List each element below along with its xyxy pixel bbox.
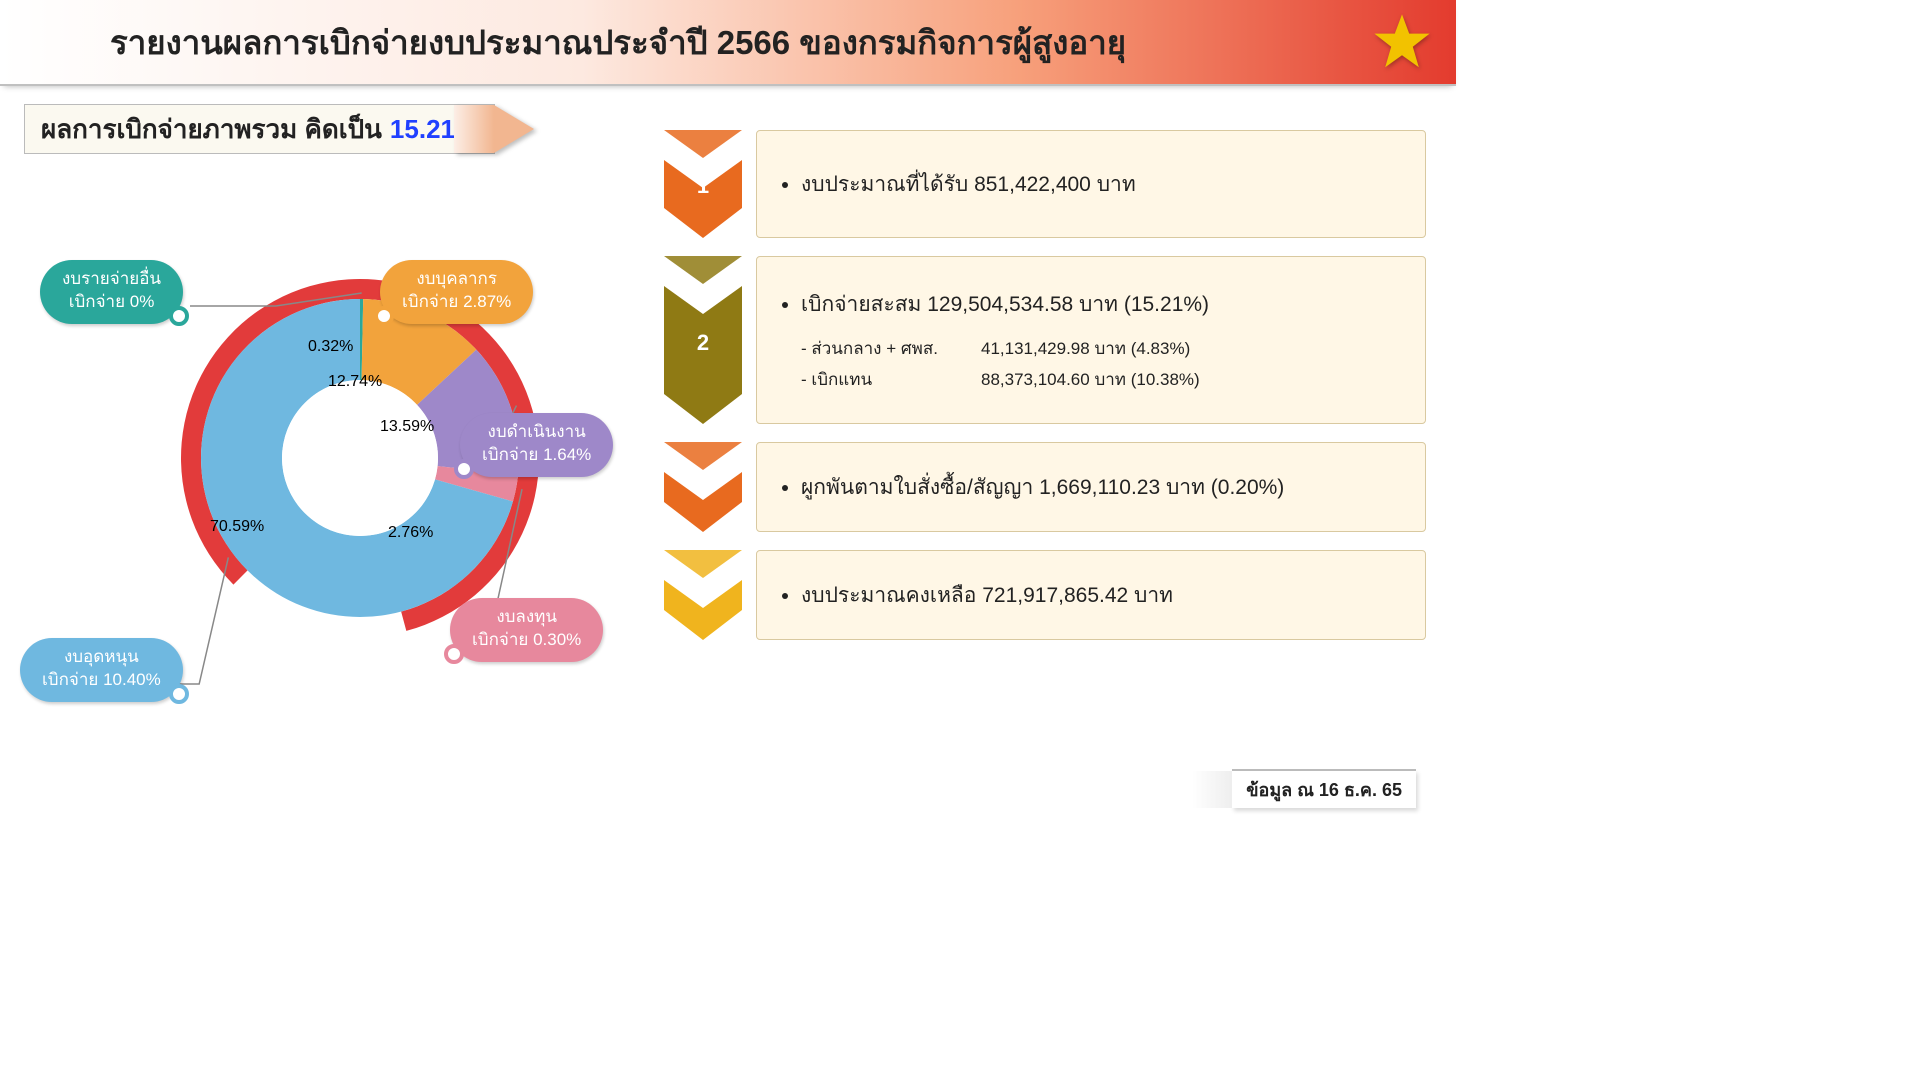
chevron-icon: 4 bbox=[664, 550, 742, 640]
info-card: ผูกพันตามใบสั่งซื้อ/สัญญา 1,669,110.23 บ… bbox=[756, 442, 1426, 532]
info-card: งบประมาณที่ได้รับ 851,422,400 บาท bbox=[756, 130, 1426, 238]
chevron-icon: 1 bbox=[664, 130, 742, 238]
donut-chart: งบรายจ่ายอื่นเบิกจ่าย 0%0.32%งบบุคลากรเบ… bbox=[50, 198, 610, 718]
legend-pill-subsidy: งบอุดหนุนเบิกจ่าย 10.40% bbox=[20, 638, 183, 702]
card-row-3: 3 ผูกพันตามใบสั่งซื้อ/สัญญา 1,669,110.23 … bbox=[664, 442, 1426, 532]
footnote: ข้อมูล ณ 16 ธ.ค. 65 bbox=[1232, 770, 1416, 808]
slice-pct-other: 0.32% bbox=[308, 338, 353, 356]
slice-pct-personnel: 12.74% bbox=[328, 373, 382, 391]
card-row-1: 1 งบประมาณที่ได้รับ 851,422,400 บาท bbox=[664, 130, 1426, 238]
card-subline: - เบิกแทน88,373,104.60 บาท (10.38%) bbox=[801, 366, 1403, 393]
chevron-number: 2 bbox=[697, 330, 709, 356]
card-bullet: เบิกจ่ายสะสม 129,504,534.58 บาท (15.21%) bbox=[801, 288, 1403, 321]
legend-pill-personnel: งบบุคลากรเบิกจ่าย 2.87% bbox=[380, 260, 533, 324]
main-layout: งบรายจ่ายอื่นเบิกจ่าย 0% 0.32% งบบุคลากรเบ… bbox=[0, 118, 1456, 776]
chevron-number: 4 bbox=[697, 584, 709, 610]
chevron-icon: 3 bbox=[664, 442, 742, 532]
chevron-number: 1 bbox=[697, 173, 709, 199]
legend-pill-operation: งบดำเนินงานเบิกจ่าย 1.64% bbox=[460, 413, 613, 477]
card-bullet: ผูกพันตามใบสั่งซื้อ/สัญญา 1,669,110.23 บ… bbox=[801, 471, 1403, 504]
card-bullet: งบประมาณคงเหลือ 721,917,865.42 บาท bbox=[801, 579, 1403, 612]
chart-panel: งบรายจ่ายอื่นเบิกจ่าย 0% 0.32% งบบุคลากรเบ… bbox=[0, 118, 640, 776]
slice-pct-subsidy: 70.59% bbox=[210, 518, 264, 536]
chevron-number: 3 bbox=[697, 476, 709, 502]
slice-pct-invest: 2.76% bbox=[388, 524, 433, 542]
chevron-icon: 2 bbox=[664, 256, 742, 424]
page-title: รายงานผลการเบิกจ่ายงบประมาณประจำปี 2566 … bbox=[110, 16, 1126, 69]
legend-pill-invest: งบลงทุนเบิกจ่าย 0.30% bbox=[450, 598, 603, 662]
info-card: เบิกจ่ายสะสม 129,504,534.58 บาท (15.21%)… bbox=[756, 256, 1426, 424]
card-subline: - ส่วนกลาง + ศพส.41,131,429.98 บาท (4.83… bbox=[801, 335, 1403, 362]
star-icon bbox=[1372, 12, 1432, 72]
slice-pct-operation: 13.59% bbox=[380, 418, 434, 436]
cards-panel: 1 งบประมาณที่ได้รับ 851,422,400 บาท 2 เบิก… bbox=[640, 118, 1456, 776]
legend-pill-other: งบรายจ่ายอื่นเบิกจ่าย 0% bbox=[40, 260, 183, 324]
card-row-2: 2 เบิกจ่ายสะสม 129,504,534.58 บาท (15.21%… bbox=[664, 256, 1426, 424]
header-banner: รายงานผลการเบิกจ่ายงบประมาณประจำปี 2566 … bbox=[0, 0, 1456, 86]
info-card: งบประมาณคงเหลือ 721,917,865.42 บาท bbox=[756, 550, 1426, 640]
card-row-4: 4 งบประมาณคงเหลือ 721,917,865.42 บาท bbox=[664, 550, 1426, 640]
card-bullet: งบประมาณที่ได้รับ 851,422,400 บาท bbox=[801, 168, 1403, 201]
